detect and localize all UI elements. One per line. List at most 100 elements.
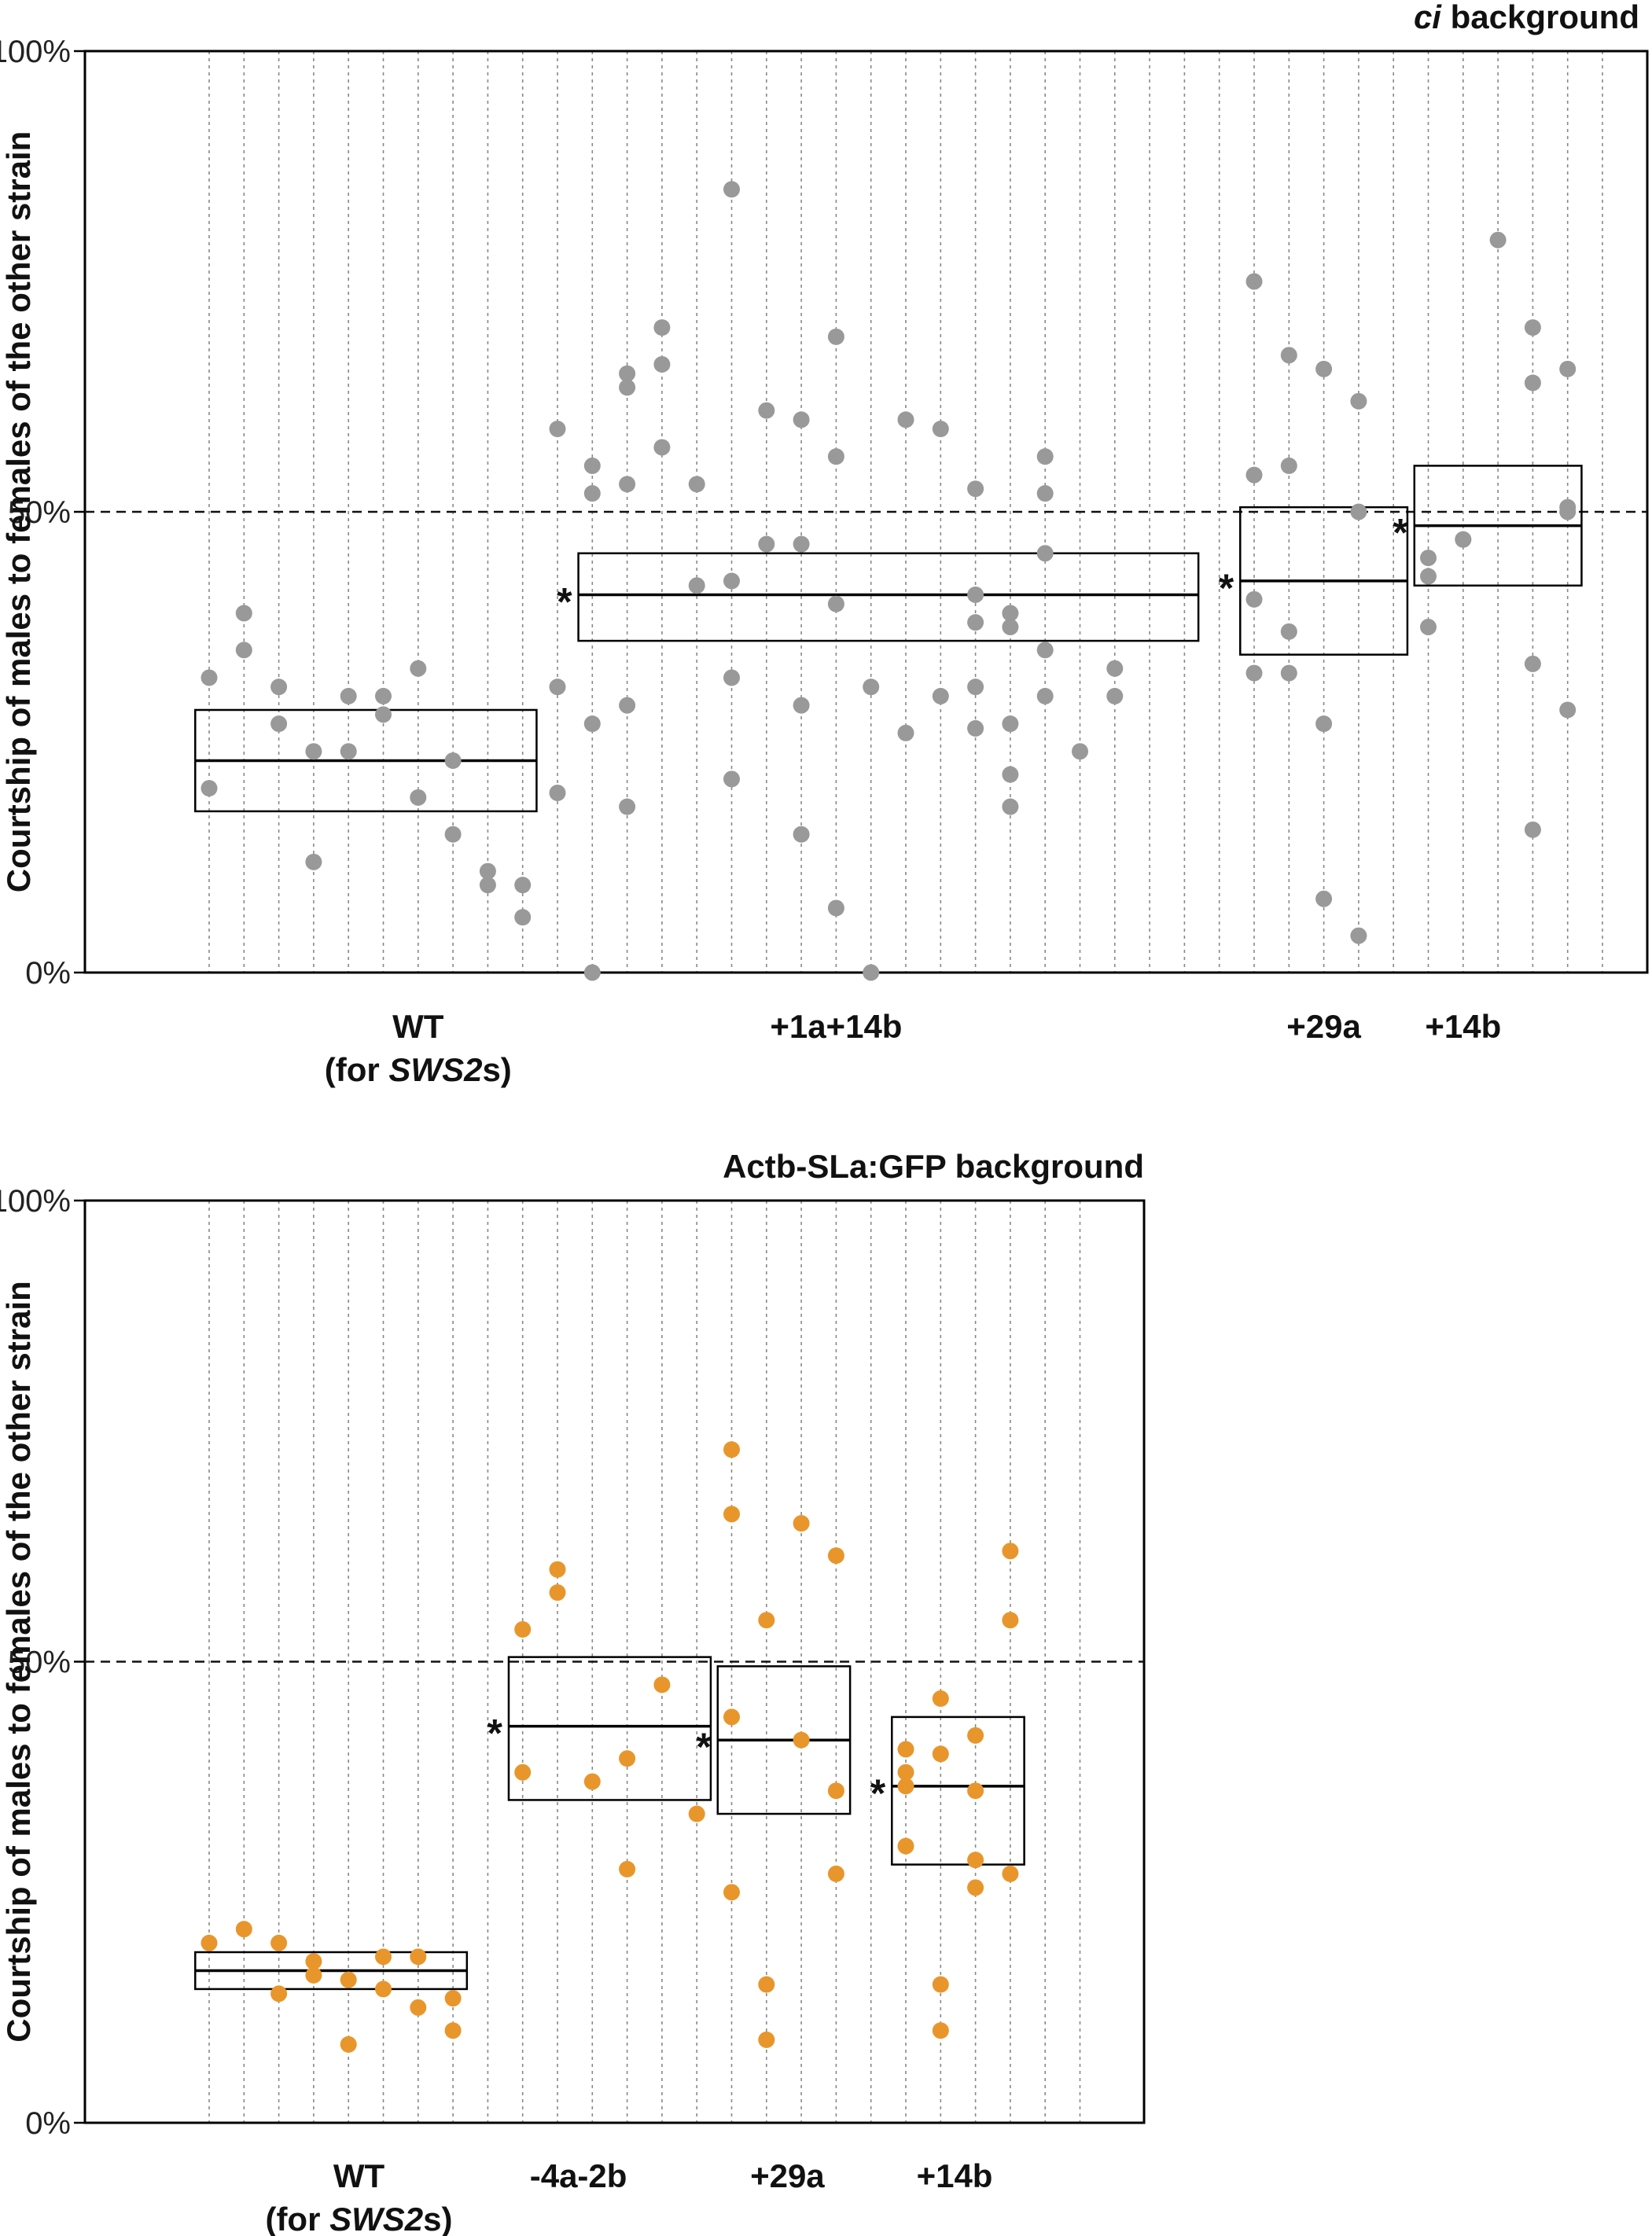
data-point	[514, 877, 532, 894]
data-point	[723, 1506, 740, 1523]
data-point	[549, 1561, 566, 1578]
data-point	[1524, 374, 1541, 392]
data-point	[967, 679, 984, 696]
significance-marker: *	[557, 579, 572, 623]
data-point	[1350, 392, 1367, 410]
data-point	[549, 784, 566, 801]
category-label: +14b	[1425, 1008, 1501, 1045]
y-tick-label: 100%	[0, 1184, 71, 1219]
data-point	[270, 679, 288, 696]
category-label-part: SWS2	[329, 2201, 423, 2236]
data-point	[444, 1990, 462, 2007]
data-point	[723, 1708, 740, 1726]
data-point	[653, 355, 671, 373]
data-point	[514, 1763, 532, 1781]
data-point	[1036, 485, 1054, 502]
data-point	[444, 752, 462, 769]
data-point	[1245, 590, 1263, 608]
data-point	[1036, 545, 1054, 562]
data-point	[1489, 231, 1507, 248]
data-point	[410, 789, 427, 806]
data-point	[723, 181, 740, 198]
data-point	[827, 328, 844, 345]
data-point	[444, 826, 462, 843]
data-point	[1002, 1543, 1019, 1560]
category-label-part: +29a	[1286, 1008, 1361, 1045]
data-point	[967, 480, 984, 498]
y-tick-label: 0%	[25, 2106, 71, 2141]
category-label: +29a	[750, 2157, 825, 2194]
data-point	[1559, 503, 1577, 520]
data-point	[619, 365, 636, 382]
data-point	[619, 1860, 636, 1877]
data-point	[793, 826, 810, 843]
data-point	[1315, 715, 1333, 733]
data-point	[827, 595, 844, 612]
data-point	[583, 485, 601, 502]
data-point	[1036, 642, 1054, 659]
data-point	[688, 577, 705, 594]
data-point	[1036, 448, 1054, 465]
significance-marker: *	[696, 1725, 712, 1769]
data-point	[514, 1620, 532, 1638]
data-point	[444, 2022, 462, 2039]
y-axis-label: Courtship of males to females of the oth…	[0, 131, 37, 892]
data-point	[1559, 360, 1577, 377]
group-box	[891, 1716, 1025, 1866]
data-point	[235, 605, 252, 622]
y-tick-label: 100%	[0, 35, 71, 69]
category-label-part: -4a-2b	[530, 2157, 627, 2194]
data-point	[375, 1948, 392, 1966]
data-point	[1002, 715, 1019, 733]
data-point	[897, 1837, 914, 1855]
data-point	[619, 1750, 636, 1767]
data-point	[897, 724, 914, 741]
data-point	[619, 798, 636, 815]
data-point	[1420, 619, 1437, 635]
category-label-part: +14b	[917, 2157, 993, 2194]
data-point	[1002, 619, 1019, 635]
significance-marker: *	[1393, 511, 1408, 555]
data-point	[479, 862, 496, 880]
data-point	[653, 439, 671, 456]
data-point	[375, 706, 392, 723]
data-point	[1106, 660, 1124, 677]
category-label: WT	[392, 1008, 444, 1045]
data-point	[723, 1441, 740, 1458]
data-point	[932, 1690, 949, 1707]
data-point	[1455, 531, 1472, 548]
panel-title: ci background	[1414, 0, 1639, 35]
data-point	[479, 877, 496, 894]
data-point	[235, 1921, 252, 1938]
data-point	[1002, 766, 1019, 783]
category-label: (for SWS2s)	[265, 2201, 452, 2236]
data-point	[967, 614, 984, 631]
data-point	[375, 1980, 392, 1998]
data-point	[967, 719, 984, 737]
data-point	[1524, 319, 1541, 337]
data-point	[1245, 466, 1263, 484]
data-point	[1002, 798, 1019, 815]
data-point	[1002, 1865, 1019, 1882]
y-tick-label: 0%	[25, 956, 71, 991]
data-point	[793, 1731, 810, 1749]
data-point	[897, 1778, 914, 1795]
data-point	[793, 535, 810, 553]
data-point	[827, 448, 844, 465]
data-point	[688, 476, 705, 493]
category-label-part: +1a+14b	[770, 1008, 902, 1045]
panel-title-text: Actb-SLa:GFP background	[723, 1148, 1144, 1185]
category-label-part: +14b	[1425, 1008, 1501, 1045]
category-label-part: +29a	[750, 2157, 825, 2194]
data-point	[549, 1584, 566, 1602]
data-point	[967, 586, 984, 603]
data-point	[514, 909, 532, 926]
data-point	[1524, 821, 1541, 838]
category-label-part: s)	[482, 1051, 511, 1088]
significance-marker: *	[488, 1712, 503, 1756]
data-point	[410, 660, 427, 677]
panel-title: Actb-SLa:GFP background	[723, 1148, 1144, 1185]
data-point	[305, 1953, 322, 1970]
panel-title-italic: ci	[1414, 0, 1442, 35]
